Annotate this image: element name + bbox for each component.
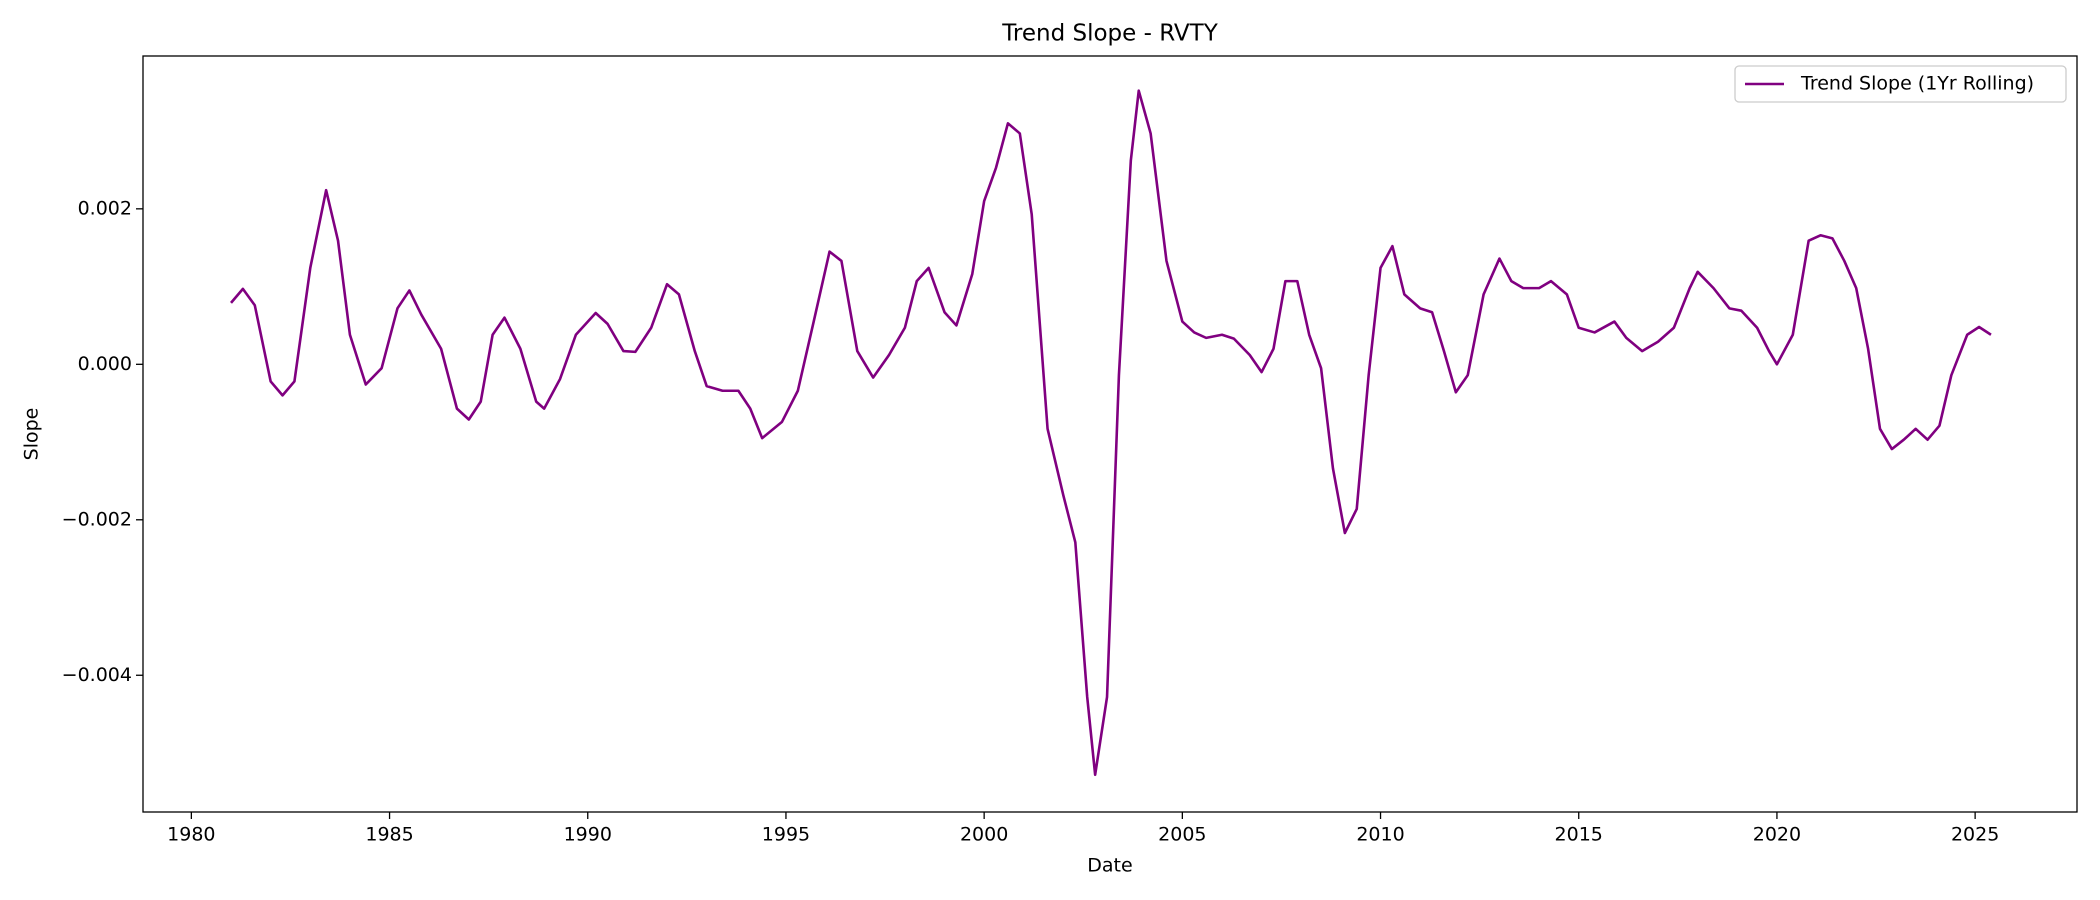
y-tick-label: 0.002: [78, 197, 132, 219]
legend-box: [1734, 65, 2067, 103]
x-tick-label: 2010: [1356, 824, 1404, 846]
chart-title: Trend Slope - RVTY: [1001, 21, 1218, 47]
y-axis-label: Slope: [21, 408, 43, 461]
x-tick-label: 2020: [1753, 824, 1801, 846]
x-tick-label: 1980: [167, 824, 215, 846]
x-tick-label: 2005: [1158, 824, 1206, 846]
x-tick-label: 1985: [365, 824, 413, 846]
x-tick-label: 2015: [1555, 824, 1603, 846]
y-tick-label: −0.002: [62, 508, 132, 530]
plot-frame: [142, 55, 2078, 813]
x-tick-label: 1995: [762, 824, 810, 846]
line: [230, 89, 1992, 777]
x-tick-label: 2000: [960, 824, 1008, 846]
x-tick-label: 2025: [1951, 824, 1999, 846]
x-axis-label: Date: [1087, 855, 1132, 877]
x-tick-label: 1990: [564, 824, 612, 846]
legend-label: Trend Slope (1Yr Rolling): [1800, 73, 2034, 95]
y-tick-label: 0.000: [78, 353, 132, 375]
y-tick-label: −0.004: [62, 664, 132, 686]
